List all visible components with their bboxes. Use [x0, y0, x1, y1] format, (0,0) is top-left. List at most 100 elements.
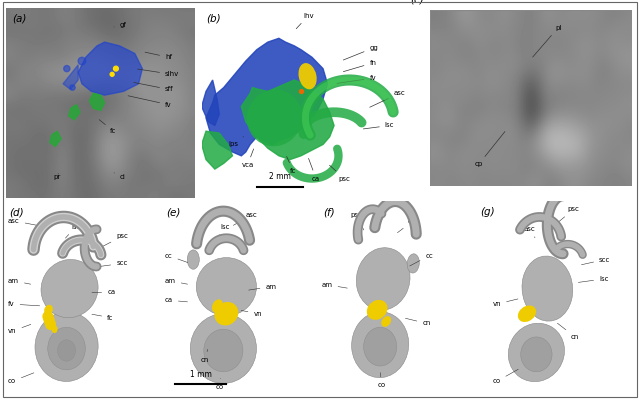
Ellipse shape [521, 337, 552, 372]
Point [77, 58, 87, 64]
Point [61, 65, 72, 72]
Ellipse shape [188, 250, 199, 269]
Polygon shape [63, 65, 78, 89]
Text: ci: ci [114, 173, 125, 180]
Ellipse shape [407, 254, 419, 273]
Text: co: co [377, 373, 385, 388]
Text: pr: pr [54, 174, 61, 180]
Text: am: am [249, 284, 276, 290]
Ellipse shape [381, 316, 391, 327]
Ellipse shape [214, 302, 238, 326]
Text: fc: fc [287, 156, 296, 174]
Text: (f): (f) [323, 207, 335, 217]
Text: sff: sff [134, 83, 173, 93]
Text: lsc: lsc [218, 224, 230, 238]
Ellipse shape [41, 259, 98, 318]
Polygon shape [68, 105, 80, 120]
Text: ips: ips [228, 136, 244, 148]
Text: psc: psc [330, 165, 350, 182]
Text: am: am [8, 278, 31, 284]
Text: psc: psc [102, 233, 128, 247]
Text: lhv: lhv [296, 12, 314, 29]
Text: asc: asc [397, 218, 419, 233]
Ellipse shape [298, 63, 317, 89]
Text: vn: vn [493, 299, 518, 307]
Text: asc: asc [370, 90, 406, 107]
Ellipse shape [44, 305, 53, 315]
Text: (b): (b) [206, 14, 221, 24]
Text: (a): (a) [12, 14, 26, 24]
Text: cn: cn [201, 350, 209, 363]
Ellipse shape [364, 327, 397, 366]
Text: am: am [321, 282, 348, 288]
Text: psc: psc [350, 212, 364, 230]
Polygon shape [202, 80, 220, 125]
Ellipse shape [367, 300, 387, 320]
Text: lsc: lsc [65, 224, 81, 238]
Text: fc: fc [99, 120, 116, 134]
Ellipse shape [508, 323, 564, 382]
Text: co: co [8, 373, 34, 385]
Text: fn: fn [344, 60, 376, 72]
Text: 2 mm: 2 mm [269, 172, 291, 182]
Text: asc: asc [234, 212, 258, 225]
Ellipse shape [35, 312, 98, 381]
Text: (d): (d) [10, 207, 24, 217]
Text: fv: fv [128, 96, 172, 108]
Text: am: am [164, 278, 188, 284]
Polygon shape [206, 38, 328, 156]
Text: vn: vn [8, 324, 31, 334]
Text: gf: gf [114, 22, 127, 28]
Text: co: co [216, 378, 224, 390]
Point [111, 65, 121, 72]
Text: cp: cp [474, 132, 505, 168]
Text: lsc: lsc [579, 276, 609, 282]
Ellipse shape [196, 258, 257, 316]
Text: fv: fv [337, 75, 376, 83]
Ellipse shape [356, 248, 410, 310]
Text: (e): (e) [166, 207, 180, 217]
Text: psc: psc [557, 206, 580, 223]
Ellipse shape [522, 256, 573, 321]
Text: fv: fv [8, 301, 40, 307]
Text: co: co [493, 369, 518, 385]
Point [107, 71, 117, 77]
Point [296, 88, 306, 95]
Text: scc: scc [581, 257, 611, 265]
Ellipse shape [247, 89, 302, 146]
Polygon shape [202, 131, 232, 169]
Text: ca: ca [308, 158, 320, 182]
Text: lsc: lsc [364, 122, 394, 129]
Polygon shape [78, 42, 142, 95]
Polygon shape [50, 131, 61, 146]
Point [67, 85, 77, 91]
Polygon shape [90, 93, 104, 110]
Ellipse shape [58, 340, 76, 361]
Ellipse shape [212, 299, 223, 313]
FancyArrowPatch shape [48, 316, 51, 325]
Text: slhv: slhv [138, 69, 179, 77]
Text: pl: pl [532, 24, 561, 57]
Ellipse shape [190, 314, 257, 383]
Ellipse shape [51, 325, 58, 333]
Text: vca: vca [241, 149, 253, 168]
Ellipse shape [351, 312, 409, 377]
Polygon shape [241, 80, 334, 160]
Text: hf: hf [145, 52, 172, 60]
Text: vn: vn [241, 310, 262, 317]
Ellipse shape [48, 327, 85, 370]
Ellipse shape [204, 329, 243, 372]
Text: asc: asc [8, 218, 41, 226]
Text: 1 mm: 1 mm [190, 369, 212, 379]
Ellipse shape [518, 306, 536, 322]
Text: fc: fc [92, 314, 113, 321]
Text: cn: cn [405, 318, 431, 326]
Text: ca: ca [164, 297, 188, 303]
Text: cn: cn [557, 323, 579, 340]
Text: cc: cc [410, 253, 433, 266]
Text: scc: scc [97, 261, 127, 267]
Text: ca: ca [92, 289, 115, 295]
Text: (c): (c) [410, 0, 424, 5]
Text: cc: cc [164, 253, 188, 263]
Text: asc: asc [524, 225, 536, 238]
